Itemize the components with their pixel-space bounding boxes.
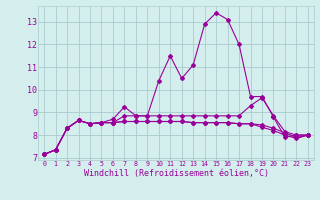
X-axis label: Windchill (Refroidissement éolien,°C): Windchill (Refroidissement éolien,°C)	[84, 169, 268, 178]
